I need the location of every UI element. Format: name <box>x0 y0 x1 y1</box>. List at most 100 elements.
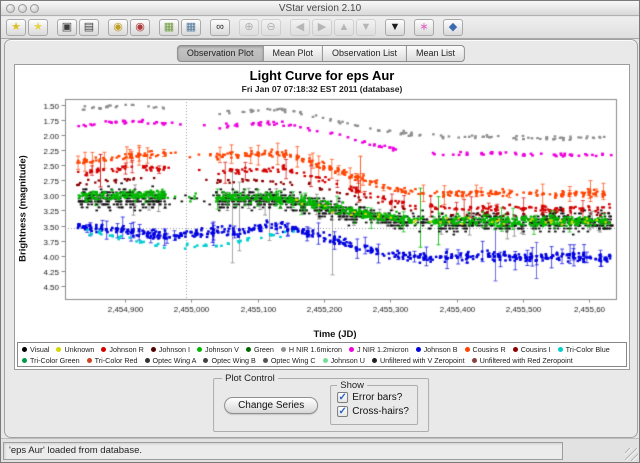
plot-control-button[interactable]: ◉ <box>130 19 150 36</box>
pan-right-button: ▶ <box>312 19 332 36</box>
checkbox-box[interactable]: ✓ <box>337 406 348 417</box>
save-button[interactable]: ▣ <box>57 19 77 36</box>
legend-series-dot <box>323 358 328 363</box>
plot-control-group: Plot Control Change Series Show ✓Error b… <box>213 378 429 432</box>
new-star-from-file-icon: ★ <box>33 22 43 33</box>
search-button[interactable]: ∞ <box>210 19 230 36</box>
tab-mean-list[interactable]: Mean List <box>407 45 465 62</box>
titlebar[interactable]: VStar version 2.10 <box>1 1 639 16</box>
legend-series-dot <box>246 347 251 352</box>
vstar-window: VStar version 2.10 ★ ★ ▣ ▤ ◉ ◉ ▦ ▦ ∞ ⊕ ⊖ ◀ ▶ ▲ ▼ ▼ ∗ ◆ Ob… <box>0 0 640 463</box>
new-star-from-database-icon: ★ <box>11 22 21 33</box>
window-zoom-button[interactable] <box>30 4 39 13</box>
legend-item: Unfiltered with V Zeropoint <box>372 356 465 365</box>
legend-series-label: Johnson I <box>159 345 190 354</box>
legend-series-label: H NIR 1.6micron <box>289 345 342 354</box>
legend-series-dot <box>558 347 563 352</box>
legend-item: Optec Wing B <box>203 356 255 365</box>
chart-subtitle: Fri Jan 07 07:18:32 EST 2011 (database) <box>15 84 629 94</box>
pan-left-button: ◀ <box>290 19 310 36</box>
mean-plot-icon: ▦ <box>186 22 196 33</box>
legend-series-dot <box>22 347 27 352</box>
legend-item: Johnson V <box>197 345 239 354</box>
legend-item: Tri-Color Green <box>22 356 80 365</box>
legend-item: Johnson I <box>151 345 190 354</box>
window-close-button[interactable] <box>6 4 15 13</box>
plot-control-icon: ◉ <box>135 22 145 33</box>
toolbar: ★ ★ ▣ ▤ ◉ ◉ ▦ ▦ ∞ ⊕ ⊖ ◀ ▶ ▲ ▼ ▼ ∗ ◆ <box>1 17 639 39</box>
resize-grip[interactable] <box>625 448 638 461</box>
mean-plot-button[interactable]: ▦ <box>181 19 201 36</box>
legend-series-dot <box>513 347 518 352</box>
legend-series-label: Unfiltered with Red Zeropoint <box>480 356 573 365</box>
polynomial-fit-icon: ∗ <box>419 22 428 33</box>
tab-mean-plot[interactable]: Mean Plot <box>263 45 323 62</box>
legend-series-label: Tri-Color Green <box>30 356 80 365</box>
legend-item: J NIR 1.2micron <box>349 345 409 354</box>
legend-item: H NIR 1.6micron <box>281 345 342 354</box>
legend-series-dot <box>197 347 202 352</box>
pan-up-button: ▲ <box>334 19 354 36</box>
window-minimize-button[interactable] <box>18 4 27 13</box>
legend-item: Optec Wing C <box>263 356 316 365</box>
status-message: 'eps Aur' loaded from database. <box>3 442 563 460</box>
filter-button[interactable]: ▼ <box>385 19 405 36</box>
checkbox-box[interactable]: ✓ <box>337 392 348 403</box>
print-button[interactable]: ▤ <box>79 19 99 36</box>
zoom-in-button: ⊕ <box>239 19 259 36</box>
legend-series-dot <box>465 347 470 352</box>
info-icon: ◉ <box>113 22 123 33</box>
legend-item: Unfiltered with Red Zeropoint <box>472 356 573 365</box>
tab-observation-list[interactable]: Observation List <box>323 45 407 62</box>
print-icon: ▤ <box>84 22 94 33</box>
legend-series-dot <box>22 358 27 363</box>
pan-down-icon: ▼ <box>361 22 372 33</box>
legend-series-label: Optec Wing B <box>211 356 255 365</box>
legend-item: Unknown <box>56 345 94 354</box>
legend: VisualUnknownJohnson RJohnson IJohnson V… <box>17 342 627 367</box>
zoom-in-icon: ⊕ <box>244 22 253 33</box>
plot-control-title: Plot Control <box>222 373 278 384</box>
polynomial-fit-button[interactable]: ∗ <box>414 19 434 36</box>
legend-series-label: Cousins R <box>473 345 506 354</box>
pan-down-button: ▼ <box>356 19 376 36</box>
light-curve-canvas[interactable] <box>18 95 628 327</box>
legend-series-dot <box>151 347 156 352</box>
checkbox-error-bars[interactable]: ✓ Error bars? <box>337 392 409 403</box>
checkbox-label: Error bars? <box>352 392 402 403</box>
show-group-title: Show <box>337 380 367 391</box>
legend-series-dot <box>87 358 92 363</box>
pan-up-icon: ▲ <box>339 22 350 33</box>
zoom-out-button: ⊖ <box>261 19 281 36</box>
tab-observation-plot[interactable]: Observation Plot <box>177 45 264 62</box>
legend-series-dot <box>203 358 208 363</box>
window-title: VStar version 2.10 <box>1 3 639 14</box>
phase-plot-button[interactable]: ◆ <box>443 19 463 36</box>
legend-item: Cousins R <box>465 345 506 354</box>
raw-plot-icon: ▦ <box>164 22 174 33</box>
info-button[interactable]: ◉ <box>108 19 128 36</box>
legend-series-label: Optec Wing C <box>271 356 316 365</box>
legend-item: Johnson R <box>101 345 143 354</box>
new-star-from-database-button[interactable]: ★ <box>6 19 26 36</box>
legend-row-1: VisualUnknownJohnson RJohnson IJohnson V… <box>22 344 622 355</box>
main-panel: Observation PlotMean PlotObservation Lis… <box>4 39 638 438</box>
legend-series-label: Johnson B <box>424 345 458 354</box>
pan-left-icon: ◀ <box>296 22 304 33</box>
legend-item: Tri-Color Blue <box>558 345 610 354</box>
legend-item: Cousins I <box>513 345 551 354</box>
show-checkboxes: ✓ Error bars? ✓Cross-hairs? <box>337 392 409 417</box>
chart-title: Light Curve for eps Aur <box>15 68 629 83</box>
legend-item: Johnson U <box>323 356 365 365</box>
legend-series-dot <box>416 347 421 352</box>
legend-series-dot <box>281 347 286 352</box>
change-series-button[interactable]: Change Series <box>224 397 318 414</box>
new-star-from-file-button[interactable]: ★ <box>28 19 48 36</box>
pan-right-icon: ▶ <box>318 22 326 33</box>
legend-series-dot <box>56 347 61 352</box>
checkbox-cross-hairs[interactable]: ✓Cross-hairs? <box>337 406 409 417</box>
legend-series-label: Unknown <box>64 345 94 354</box>
raw-plot-button[interactable]: ▦ <box>159 19 179 36</box>
window-controls <box>6 4 39 13</box>
legend-series-label: Cousins I <box>521 345 551 354</box>
